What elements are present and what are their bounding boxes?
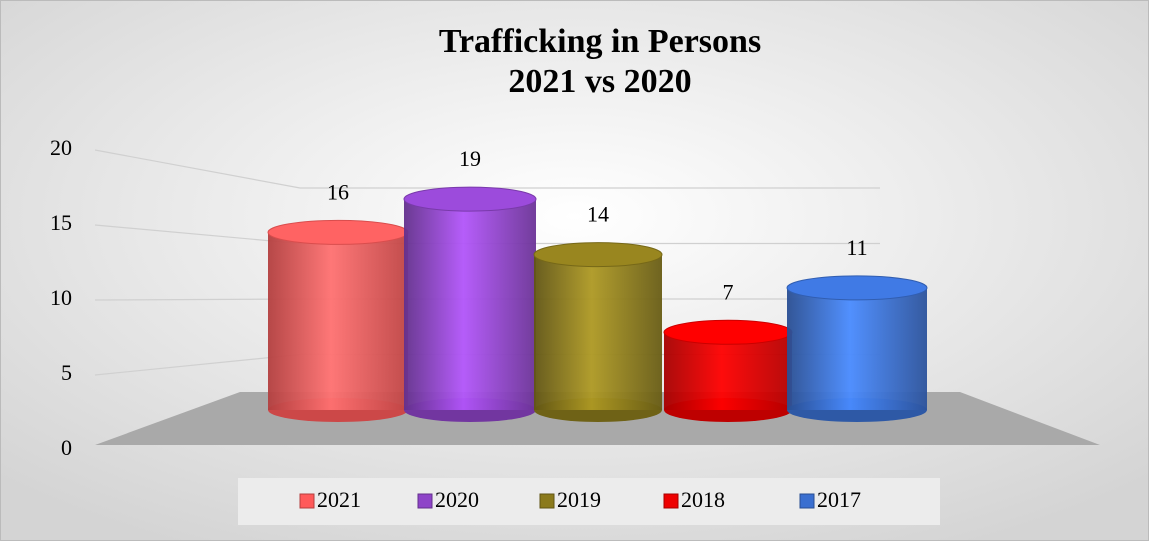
chart-subtitle: 2021 vs 2020 xyxy=(508,63,691,100)
cylinder-body xyxy=(404,199,536,410)
legend-swatch xyxy=(663,493,679,509)
value-label: 19 xyxy=(459,146,481,171)
y-tick-label: 10 xyxy=(50,285,72,310)
y-tick-label: 15 xyxy=(50,210,72,235)
y-tick-label: 20 xyxy=(50,135,72,160)
legend-swatch xyxy=(299,493,315,509)
cylinder-top xyxy=(786,275,928,301)
chart-title: Trafficking in Persons xyxy=(439,23,761,60)
grid-line xyxy=(94,149,880,189)
cylinder-top xyxy=(533,242,663,268)
cylinder xyxy=(663,319,793,422)
legend-label: 2020 xyxy=(435,487,479,512)
value-label: 7 xyxy=(723,279,734,304)
cylinder-body xyxy=(664,332,792,410)
cylinder-top xyxy=(403,186,537,212)
legend-label: 2018 xyxy=(681,487,725,512)
legend-label: 2017 xyxy=(817,487,861,512)
legend-swatch xyxy=(417,493,433,509)
cylinder-top xyxy=(267,219,409,245)
legend-box xyxy=(238,478,940,525)
cylinder-body xyxy=(268,232,408,410)
legend-swatch xyxy=(539,493,555,509)
legend-label: 2019 xyxy=(557,487,601,512)
cylinder-body xyxy=(534,254,662,410)
legend-label: 2021 xyxy=(317,487,361,512)
cylinder xyxy=(267,219,409,422)
cylinder-body xyxy=(787,287,927,410)
cylinder xyxy=(403,186,537,422)
cylinder xyxy=(533,242,663,422)
value-label: 16 xyxy=(327,179,349,204)
y-tick-label: 0 xyxy=(61,435,72,460)
cylinder-top xyxy=(663,319,793,345)
y-tick-label: 5 xyxy=(61,360,72,385)
value-label: 14 xyxy=(587,202,609,227)
legend-swatch xyxy=(799,493,815,509)
value-label: 11 xyxy=(846,235,867,260)
cylinder xyxy=(786,275,928,422)
